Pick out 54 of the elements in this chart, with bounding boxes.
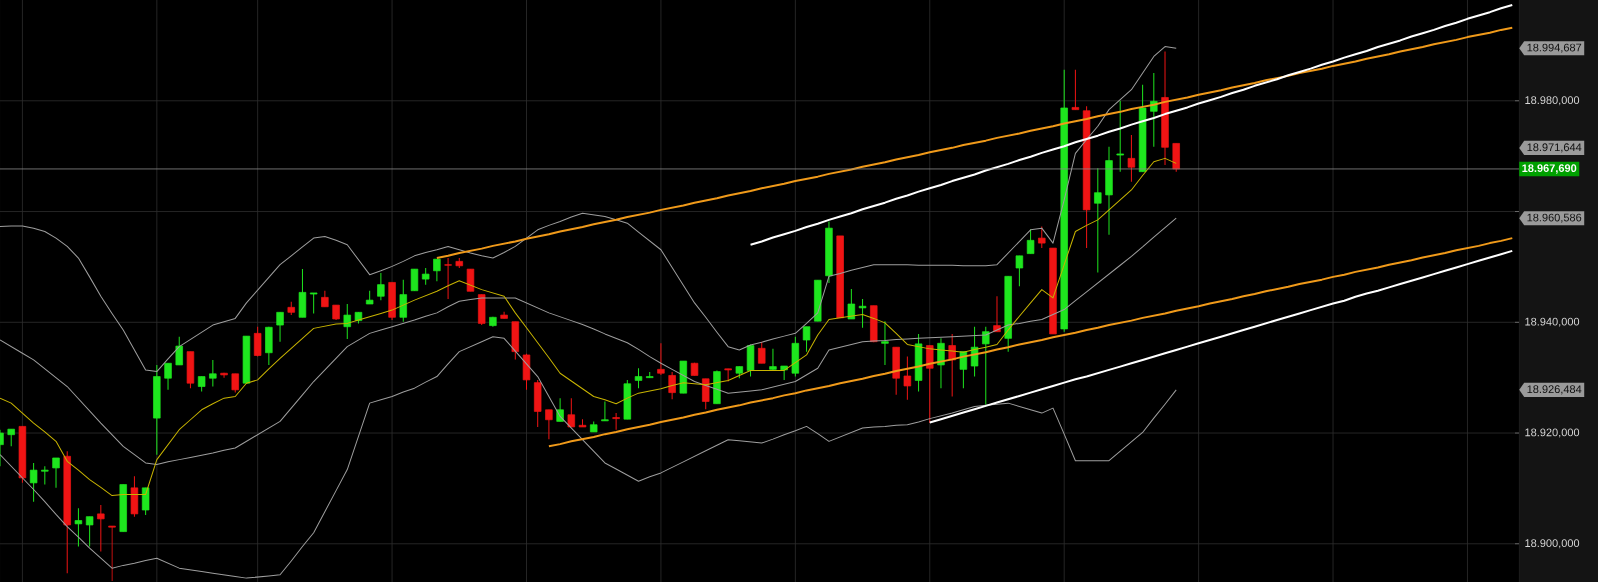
candlestick [634,367,643,389]
candlestick [567,397,576,428]
y-tick-label: 18.980,000 [1525,96,1580,106]
candlestick [612,412,620,431]
y-tick-label: 18.920,000 [1525,428,1580,438]
candlestick [858,298,867,329]
candlestick [410,268,419,292]
candlestick [343,303,351,340]
candlestick [903,356,912,401]
candlestick [881,320,889,366]
candlestick [802,326,811,353]
candlestick [982,326,990,406]
candlestick [309,292,318,314]
candlestick [52,457,60,489]
candlestick [108,525,116,582]
candlestick [545,409,553,440]
candlestick [377,272,385,301]
candlestick [1026,228,1035,255]
candlestick [276,311,284,343]
candlestick [175,336,183,366]
candlestick [209,359,217,388]
candlestick [41,465,49,486]
text: 18.960,586 [1527,213,1582,223]
candlestick [253,326,262,358]
candlestick [1071,69,1080,111]
candlestick [847,288,856,320]
candlestick [1038,225,1046,249]
candlestick [758,341,766,364]
text: 18.971,644 [1527,143,1582,153]
candlestick [657,342,665,376]
candlestick [601,400,609,422]
candlestick [85,516,94,548]
candlestick [399,279,407,323]
y-tick-label: 18.900,000 [1525,539,1580,549]
candlestick [668,371,676,400]
candlestick [29,462,38,503]
candlestick [1094,167,1102,273]
candlestick [1116,100,1124,173]
text: 18.994,687 [1527,43,1582,53]
candlestick [164,362,172,391]
ref-line-label: 18.967,690 [1522,164,1577,174]
candlestick [74,507,83,548]
candlestick [769,348,777,371]
candlestick [97,504,105,553]
candlestick [1015,255,1024,287]
text: 18.926,484 [1527,385,1582,395]
candlestick [1127,134,1136,183]
candlestick [724,368,732,383]
candlestick [141,487,150,516]
candlestick [231,373,239,394]
candlestick [433,258,441,282]
candlestick [702,378,710,410]
y-tick-label: 18.940,000 [1525,317,1580,327]
candlestick [444,257,452,300]
